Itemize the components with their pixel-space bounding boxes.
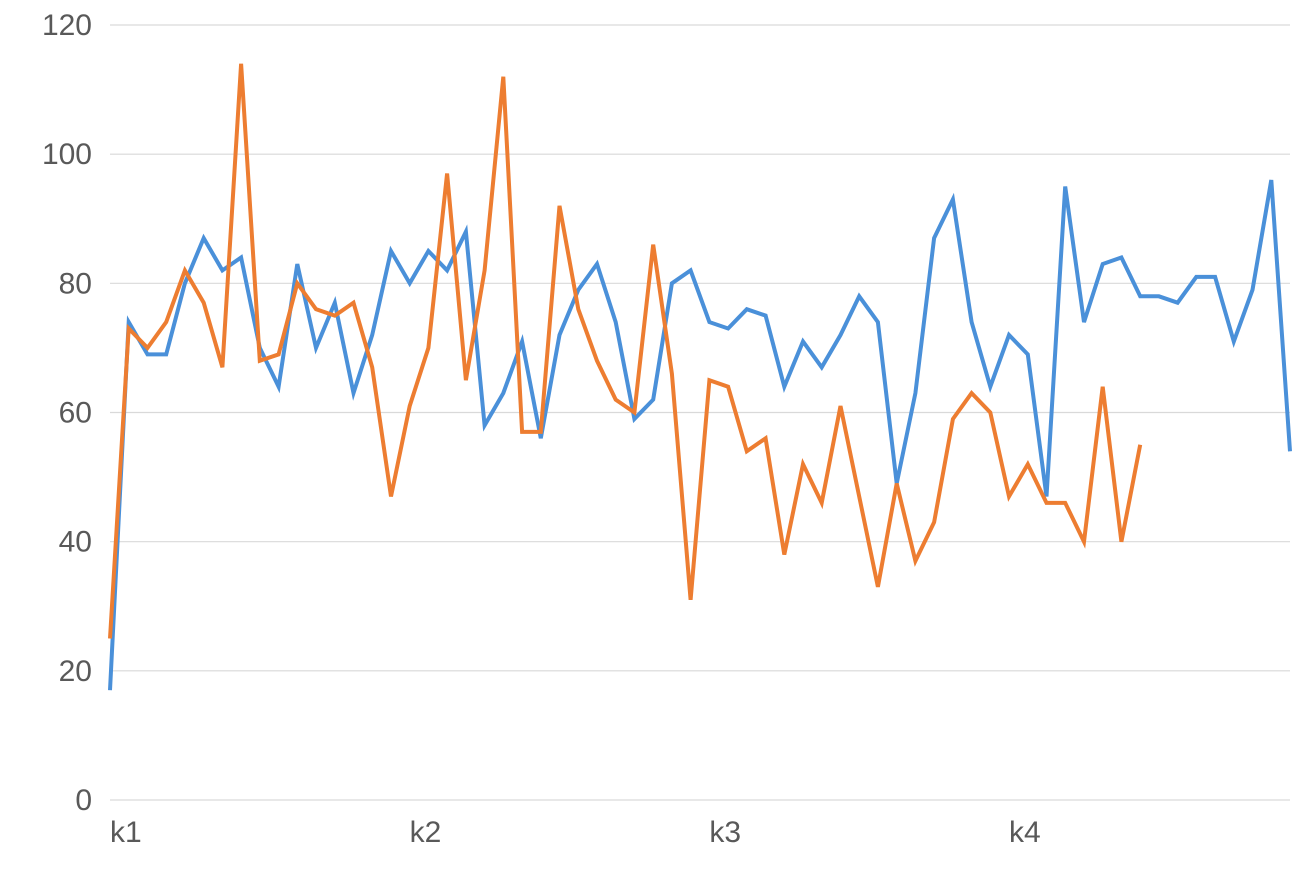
- y-tick-label: 120: [42, 9, 92, 42]
- y-tick-label: 60: [59, 397, 92, 430]
- y-tick-label: 0: [75, 784, 92, 817]
- x-tick-label: k1: [110, 816, 142, 849]
- y-tick-label: 100: [42, 138, 92, 171]
- y-tick-label: 20: [59, 655, 92, 688]
- x-tick-label: k4: [1009, 816, 1041, 849]
- y-tick-label: 40: [59, 526, 92, 559]
- x-tick-label: k2: [410, 816, 442, 849]
- y-tick-label: 80: [59, 267, 92, 300]
- x-tick-label: k3: [709, 816, 741, 849]
- chart-background: [0, 0, 1299, 889]
- line-chart: 0 20 40 60 80 100 120 k1 k2 k3 k4: [0, 0, 1299, 889]
- chart-svg: 0 20 40 60 80 100 120 k1 k2 k3 k4: [0, 0, 1299, 889]
